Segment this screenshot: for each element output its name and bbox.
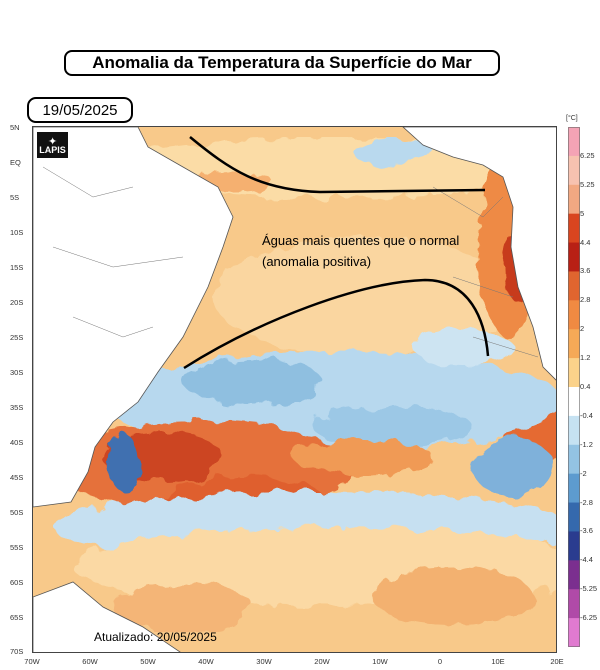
- colorbar-segment: [568, 300, 580, 329]
- colorbar-tick-label: 5.25: [580, 180, 595, 189]
- lat-label: 50S: [10, 508, 30, 517]
- colorbar-tick-label: 2.8: [580, 295, 590, 304]
- lat-label: 5S: [10, 193, 30, 202]
- lat-label: 15S: [10, 263, 30, 272]
- lat-label: 40S: [10, 438, 30, 447]
- lon-label: 20W: [310, 657, 334, 666]
- colorbar-tick-label: 3.6: [580, 266, 590, 275]
- colorbar-segment: [568, 445, 580, 474]
- updated-label: Atualizado: 20/05/2025: [94, 630, 217, 644]
- colorbar-segment: [568, 127, 580, 156]
- colorbar-segment: [568, 531, 580, 560]
- colorbar-segment: [568, 358, 580, 387]
- lat-label: 45S: [10, 473, 30, 482]
- lon-label: 10W: [368, 657, 392, 666]
- colorbar-tick-label: 0.4: [580, 382, 590, 391]
- colorbar-segment: [568, 618, 580, 647]
- lon-label: 30W: [252, 657, 276, 666]
- lon-label: 0: [428, 657, 452, 666]
- colorbar-tick-label: -5.25: [580, 584, 597, 593]
- colorbar-segment: [568, 416, 580, 445]
- satellite-icon: ✦: [48, 135, 57, 148]
- lon-label: 70W: [20, 657, 44, 666]
- date-label: 19/05/2025: [27, 97, 133, 123]
- colorbar-segment: [568, 589, 580, 618]
- colorbar-tick-label: -2: [580, 469, 587, 478]
- lat-label: 20S: [10, 298, 30, 307]
- lapis-logo: ✦ LAPIS: [37, 132, 68, 158]
- colorbar-segment: [568, 387, 580, 416]
- lon-label: 50W: [136, 657, 160, 666]
- colorbar-segment: [568, 474, 580, 503]
- lon-label: 60W: [78, 657, 102, 666]
- colorbar-tick-label: -6.25: [580, 613, 597, 622]
- colorbar-tick-label: -3.6: [580, 526, 593, 535]
- colorbar-segment: [568, 214, 580, 243]
- lon-label: 10E: [486, 657, 510, 666]
- lon-label: 40W: [194, 657, 218, 666]
- lat-label: 55S: [10, 543, 30, 552]
- warm-water-annotation: Águas mais quentes que o normal (anomali…: [262, 230, 502, 272]
- colorbar-segment: [568, 156, 580, 185]
- colorbar-tick-label: 6.25: [580, 151, 595, 160]
- lat-label: 5N: [10, 123, 30, 132]
- colorbar-segment: [568, 185, 580, 214]
- colorbar-segment: [568, 243, 580, 272]
- colorbar-tick-label: 5: [580, 209, 584, 218]
- lat-label: 25S: [10, 333, 30, 342]
- map-title: Anomalia da Temperatura da Superfície do…: [64, 50, 500, 76]
- lat-label: 70S: [10, 647, 30, 656]
- colorbar-segment: [568, 329, 580, 358]
- colorbar-tick-label: -4.4: [580, 555, 593, 564]
- colorbar-tick-label: 2: [580, 324, 584, 333]
- colorbar-tick-label: -2.8: [580, 498, 593, 507]
- colorbar-segment: [568, 503, 580, 532]
- colorbar-tick-label: -1.2: [580, 440, 593, 449]
- colorbar-tick-label: -0.4: [580, 411, 593, 420]
- lat-label: EQ: [10, 158, 30, 167]
- colorbar-segment: [568, 271, 580, 300]
- lon-label: 20E: [545, 657, 569, 666]
- sst-anomaly-map: [32, 126, 557, 653]
- lat-label: 35S: [10, 403, 30, 412]
- lat-label: 10S: [10, 228, 30, 237]
- colorbar-tick-label: 1.2: [580, 353, 590, 362]
- lat-label: 30S: [10, 368, 30, 377]
- colorbar-tick-label: 4.4: [580, 238, 590, 247]
- colorbar-segment: [568, 560, 580, 589]
- colorbar-unit: [°C]: [566, 115, 578, 122]
- lat-label: 60S: [10, 578, 30, 587]
- lat-label: 65S: [10, 613, 30, 622]
- colorbar: [568, 127, 580, 647]
